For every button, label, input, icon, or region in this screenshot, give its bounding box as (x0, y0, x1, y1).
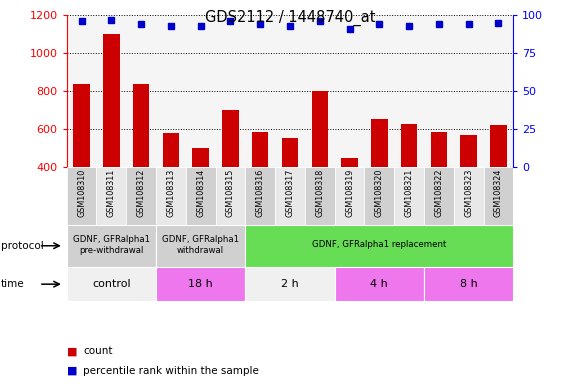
Text: GSM108310: GSM108310 (77, 169, 86, 217)
Text: GSM108318: GSM108318 (316, 169, 324, 217)
Text: 2 h: 2 h (281, 279, 299, 289)
Bar (67, 225, 156, 267)
Bar (424, 167, 454, 225)
Bar (156, 167, 186, 225)
Text: percentile rank within the sample: percentile rank within the sample (83, 366, 259, 376)
Bar (96, 167, 126, 225)
Text: 4 h: 4 h (371, 279, 388, 289)
Bar (126, 167, 156, 225)
Bar (245, 267, 335, 301)
Text: GSM108322: GSM108322 (434, 169, 443, 217)
Text: GSM108315: GSM108315 (226, 169, 235, 217)
Text: GSM108324: GSM108324 (494, 169, 503, 217)
Text: 18 h: 18 h (188, 279, 213, 289)
Text: GSM108321: GSM108321 (405, 169, 414, 217)
Bar (282, 137, 298, 243)
Bar (67, 167, 96, 225)
Bar (186, 167, 216, 225)
Text: time: time (1, 279, 25, 289)
Text: GDNF, GFRalpha1
withdrawal: GDNF, GFRalpha1 withdrawal (162, 235, 239, 255)
Text: GSM108319: GSM108319 (345, 169, 354, 217)
Bar (216, 167, 245, 225)
Bar (431, 132, 447, 243)
Bar (245, 167, 275, 225)
Text: control: control (92, 279, 130, 289)
Bar (335, 167, 364, 225)
Bar (67, 267, 156, 301)
Text: protocol: protocol (1, 241, 44, 251)
Bar (311, 91, 328, 243)
Bar (364, 167, 394, 225)
Text: GDNF, GFRalpha1 replacement: GDNF, GFRalpha1 replacement (312, 240, 447, 250)
Bar (103, 34, 119, 243)
Text: GSM108316: GSM108316 (256, 169, 264, 217)
Bar (156, 267, 245, 301)
Bar (342, 157, 358, 243)
Bar (252, 132, 269, 243)
Text: GSM108313: GSM108313 (166, 169, 175, 217)
Text: GSM108314: GSM108314 (196, 169, 205, 217)
Bar (305, 167, 335, 225)
Bar (193, 148, 209, 243)
Bar (401, 124, 417, 243)
Text: GSM108311: GSM108311 (107, 169, 116, 217)
Bar (335, 267, 424, 301)
Text: GSM108317: GSM108317 (285, 169, 295, 217)
Text: GSM108312: GSM108312 (137, 169, 146, 217)
Bar (424, 267, 513, 301)
Bar (394, 167, 424, 225)
Bar (454, 167, 484, 225)
Text: GSM108320: GSM108320 (375, 169, 384, 217)
Bar (133, 84, 149, 243)
Bar (275, 167, 305, 225)
Bar (371, 119, 387, 243)
Bar (222, 110, 238, 243)
Bar (156, 225, 245, 267)
Text: GDS2112 / 1448740_at: GDS2112 / 1448740_at (205, 10, 375, 26)
Bar (245, 225, 513, 267)
Bar (461, 135, 477, 243)
Text: ■: ■ (67, 346, 77, 356)
Text: GSM108323: GSM108323 (464, 169, 473, 217)
Bar (74, 84, 90, 243)
Bar (484, 167, 513, 225)
Bar (490, 125, 506, 243)
Text: ■: ■ (67, 366, 77, 376)
Text: 8 h: 8 h (460, 279, 477, 289)
Text: count: count (83, 346, 113, 356)
Bar (163, 133, 179, 243)
Text: GDNF, GFRalpha1
pre-withdrawal: GDNF, GFRalpha1 pre-withdrawal (73, 235, 150, 255)
